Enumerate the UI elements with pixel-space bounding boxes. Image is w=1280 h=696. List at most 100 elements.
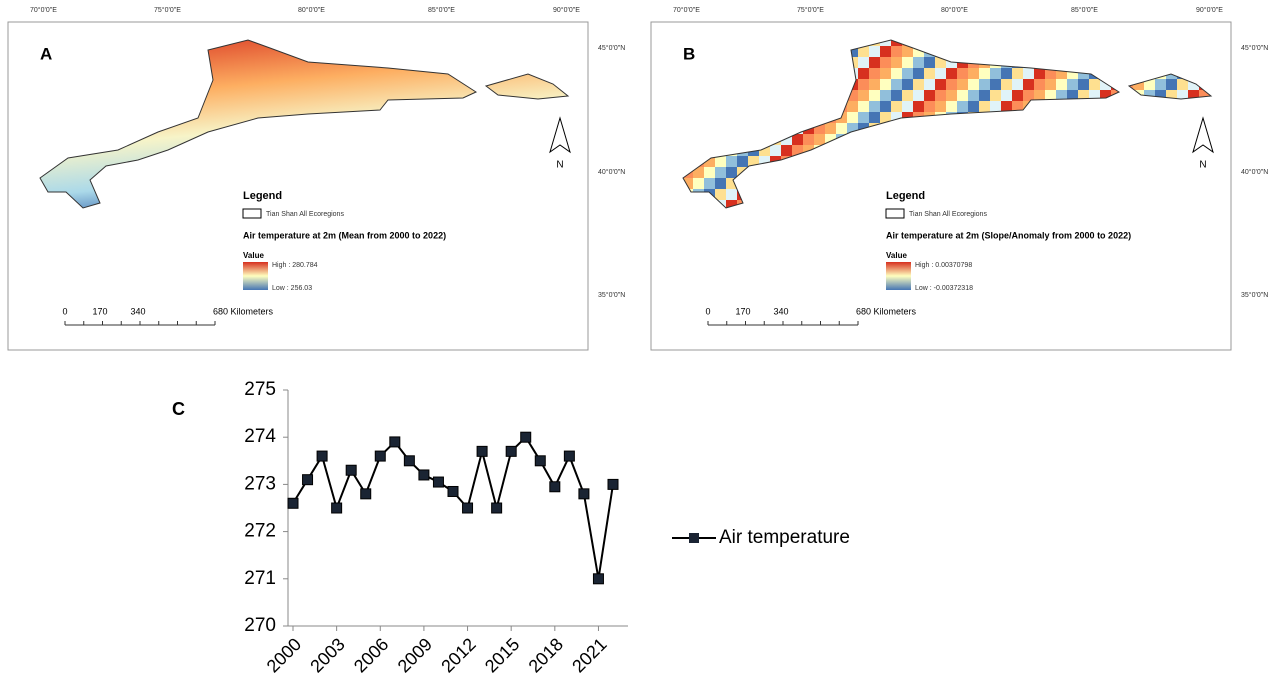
- lon-label: 85°0'0"E: [428, 6, 455, 14]
- cell: [748, 156, 759, 167]
- legend-layer: Tian Shan All Ecoregions: [909, 211, 987, 218]
- legend-value-heading: Value: [886, 251, 907, 260]
- cell: [924, 57, 935, 68]
- cell: [913, 68, 924, 79]
- cell: [726, 156, 737, 167]
- cell: [946, 68, 957, 79]
- marker: [360, 488, 372, 500]
- cell: [957, 101, 968, 112]
- cell: [726, 167, 737, 178]
- legend-label: Air temperature: [719, 527, 850, 548]
- legend-ramp: [243, 262, 268, 290]
- cell: [803, 134, 814, 145]
- cell: [891, 112, 902, 123]
- cell: [781, 145, 792, 156]
- cell: [891, 79, 902, 90]
- cell: [1133, 79, 1144, 90]
- scale-label: 680 Kilometers: [856, 306, 917, 316]
- cell: [880, 79, 891, 90]
- cell: [1012, 90, 1023, 101]
- lon-label: 75°0'0"E: [154, 6, 181, 14]
- lon-label: 80°0'0"E: [941, 6, 968, 14]
- cell: [946, 101, 957, 112]
- marker: [534, 455, 546, 467]
- cell: [836, 123, 847, 134]
- marker: [447, 485, 459, 497]
- cell: [847, 46, 858, 57]
- map-panel: B 70°0'0"E 75°0'0"E 80°0'0"E 85°0'0"E 90°0'0"…: [650, 6, 1268, 351]
- cell: [913, 46, 924, 57]
- panel-label: B: [683, 44, 695, 63]
- cell: [1034, 79, 1045, 90]
- cell: [847, 112, 858, 123]
- marker: [287, 497, 299, 509]
- cell: [924, 68, 935, 79]
- cell: [979, 68, 990, 79]
- cell: [1166, 90, 1177, 101]
- cell: [935, 79, 946, 90]
- cell: [715, 189, 726, 200]
- cell: [1012, 79, 1023, 90]
- cell: [1100, 90, 1111, 101]
- cell: [946, 90, 957, 101]
- scale-label: 170: [735, 306, 750, 316]
- cell: [759, 156, 770, 167]
- cell: [946, 79, 957, 90]
- cell: [891, 68, 902, 79]
- cell: [1089, 79, 1100, 90]
- cell: [1166, 79, 1177, 90]
- marker: [476, 445, 488, 457]
- cell: [792, 134, 803, 145]
- cell: [869, 90, 880, 101]
- scale-label: 680 Kilometers: [213, 306, 274, 316]
- north-label: N: [556, 160, 563, 171]
- cell: [869, 79, 880, 90]
- cell: [869, 101, 880, 112]
- legend-low: Low : -0.00372318: [915, 285, 973, 292]
- cell: [726, 178, 737, 189]
- y-tick-label: 270: [244, 615, 276, 636]
- cell: [1023, 79, 1034, 90]
- cell: [1056, 68, 1067, 79]
- cell: [880, 57, 891, 68]
- cell: [858, 90, 869, 101]
- cell: [979, 101, 990, 112]
- cell: [1067, 79, 1078, 90]
- cell: [1001, 101, 1012, 112]
- cell: [847, 90, 858, 101]
- region-fill: [39, 39, 570, 209]
- north-arrow: [549, 116, 571, 154]
- cell: [924, 79, 935, 90]
- marker: [607, 478, 619, 490]
- marker: [331, 502, 343, 514]
- scale-label: 340: [130, 306, 145, 316]
- cell: [968, 68, 979, 79]
- cell: [1001, 90, 1012, 101]
- cell: [990, 90, 1001, 101]
- cell: [737, 156, 748, 167]
- cell: [913, 57, 924, 68]
- y-tick-label: 274: [244, 426, 276, 447]
- cell: [1012, 68, 1023, 79]
- cell: [869, 46, 880, 57]
- marker: [578, 488, 590, 500]
- region-outline: [682, 39, 1213, 209]
- cell: [858, 57, 869, 68]
- marker: [418, 469, 430, 481]
- legend-swatch: [885, 208, 905, 219]
- cell: [825, 123, 836, 134]
- x-tick-label: 2012: [437, 634, 479, 676]
- cell: [968, 90, 979, 101]
- cell: [759, 145, 770, 156]
- y-tick-label: 271: [244, 568, 276, 589]
- cell: [792, 145, 803, 156]
- cell: [979, 90, 990, 101]
- panel-label: A: [40, 44, 52, 63]
- cell: [1045, 79, 1056, 90]
- cell: [814, 134, 825, 145]
- cell: [902, 57, 913, 68]
- cell: [891, 90, 902, 101]
- cell: [726, 189, 737, 200]
- cell: [693, 178, 704, 189]
